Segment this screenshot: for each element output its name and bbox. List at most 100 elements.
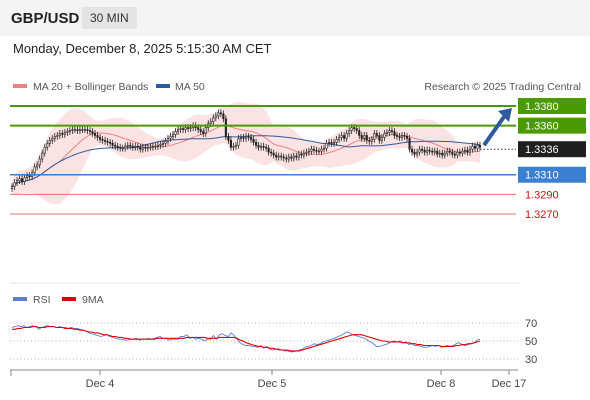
level-label: 1.3290 [525,189,559,201]
price-candle [104,136,107,145]
price-candle [363,132,366,142]
level-current: 1.3336 [480,141,586,158]
price-candle [471,142,474,153]
price-candle [21,175,24,186]
price-candle [282,153,285,162]
level-support: 1.3270 [10,209,559,221]
price-candle [232,142,235,151]
price-candle [398,133,401,141]
price-candle [164,137,167,147]
price-candle [466,146,469,156]
timeframe-button[interactable]: 30 MIN [82,7,137,29]
price-candle [126,141,129,150]
price-candle [46,139,49,151]
price-candle [217,109,220,120]
rsi-gridline: 70 [10,318,537,330]
price-candle [177,126,180,135]
price-candle [86,126,89,134]
price-candle [438,149,441,158]
price-candle [71,126,74,134]
timestamp: Monday, December 8, 2025 5:15:30 AM CET [13,41,272,56]
price-candle [26,172,29,182]
price-candle [426,146,429,156]
price-candle [418,145,421,156]
price-candle [408,134,411,153]
price-candle [169,133,172,142]
price-candle [114,141,117,150]
price-candle [385,129,388,137]
rsi-tick-label: 70 [525,318,537,330]
price-candle [174,128,177,138]
level-label: 1.3336 [525,144,559,156]
price-candle [330,138,333,147]
price-candle [325,139,328,152]
rsi-tick-label: 50 [525,336,537,348]
price-candle [36,161,39,171]
price-candle [320,145,323,155]
price-candle [116,142,119,151]
price-candle [292,152,295,162]
price-candle [280,152,283,161]
price-candle [15,177,19,187]
price-candle [28,172,31,181]
price-candle [348,127,351,137]
ma9-legend-label: 9MA [82,294,104,306]
price-candle [106,137,109,146]
price-candle [252,135,255,146]
price-candle [260,142,263,151]
price-candle [368,136,371,145]
price-candle [68,127,71,135]
time-tick-label: Dec 4 [86,378,115,390]
price-candle [365,132,368,144]
price-candle [338,133,341,143]
ma50-legend-swatch [156,84,170,88]
price-candle [139,143,142,153]
price-candle [395,132,399,140]
price-candle [327,138,331,147]
price-candle [93,130,97,139]
price-candle [305,148,308,157]
price-candle [448,147,451,156]
price-candle [262,142,265,151]
time-tick-label: Dec 5 [258,378,287,390]
price-candle [43,143,46,157]
price-candle [214,112,217,122]
price-candle [383,130,386,141]
price-candle [166,134,170,145]
price-candle [272,149,275,159]
price-candle [144,143,147,152]
price-candle [340,132,343,141]
price-candle [119,143,122,152]
price-candle [295,152,298,161]
price-candle [134,142,137,151]
price-candle [378,132,381,144]
price-candle [129,141,132,150]
price-candle [310,145,313,155]
price-candle [124,142,127,152]
price-candle [405,133,409,142]
price-candle [413,148,416,158]
price-candle [202,128,205,137]
price-candle [219,109,222,118]
time-tick-label: Dec 17 [492,378,527,390]
price-candle [285,154,288,163]
price-candle [239,133,243,142]
price-candle [358,127,361,139]
price-candle [48,136,51,147]
price-candle [109,138,112,147]
price-candle [317,147,321,155]
price-candle [307,147,310,156]
price-candle [375,130,378,139]
price-candle [345,130,348,142]
price-candle [73,126,76,133]
price-candle [275,151,278,161]
price-candle [287,153,290,163]
price-candle [58,130,61,139]
level-label: 1.3380 [525,101,559,113]
price-candle [388,127,391,136]
rsi-legend-swatch [13,297,27,301]
level-label: 1.3310 [525,170,559,182]
price-candle [224,115,227,140]
ma20-legend-swatch [13,84,27,88]
price-candle [393,128,396,139]
